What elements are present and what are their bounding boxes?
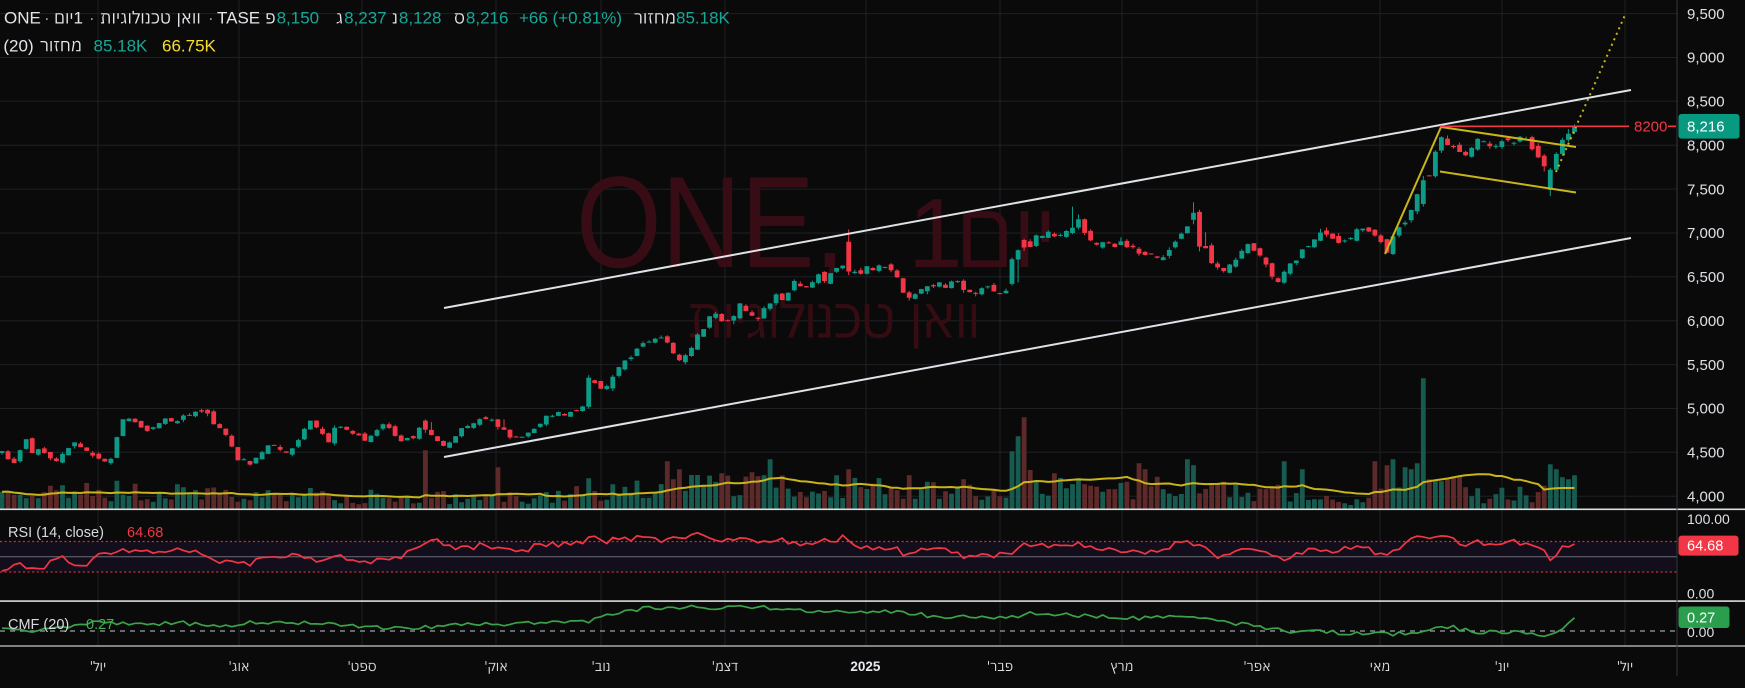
svg-text:8,000: 8,000 [1687,137,1725,154]
svg-text:4,500: 4,500 [1687,445,1725,462]
svg-text:2025: 2025 [850,659,881,674]
svg-text:CMF (20): CMF (20) [8,617,69,633]
svg-text:5,000: 5,000 [1687,401,1725,418]
svg-text:+66 (+0.81%): +66 (+0.81%) [519,9,622,28]
svg-text:6,500: 6,500 [1687,269,1725,286]
svg-text:(20): (20) [3,36,33,55]
svg-text:6,000: 6,000 [1687,313,1725,330]
svg-text:0.00: 0.00 [1687,586,1714,602]
svg-text:66.75K: 66.75K [162,36,217,55]
svg-text:85.18K: 85.18K [676,9,731,28]
svg-text:9,000: 9,000 [1687,50,1725,67]
svg-text:64.68: 64.68 [127,525,163,541]
svg-text:RSI (14, close): RSI (14, close) [8,525,104,541]
svg-text:64.68: 64.68 [1687,539,1723,555]
svg-text:8,216: 8,216 [466,9,509,28]
svg-text:0.00: 0.00 [1687,624,1714,640]
svg-text:·: · [44,9,50,28]
svg-text:0.27: 0.27 [86,617,114,633]
svg-text:1: 1 [908,178,963,288]
svg-text:ONE,: ONE, [576,149,845,295]
svg-text:ONE: ONE [4,9,41,28]
svg-text:TASE: TASE [217,9,260,28]
svg-text:9,500: 9,500 [1687,6,1725,23]
svg-text:8,150: 8,150 [277,9,320,28]
svg-text:0.27: 0.27 [1687,611,1715,627]
svg-text:8,216: 8,216 [1687,119,1725,136]
svg-text:5,500: 5,500 [1687,357,1725,374]
svg-text:85.18K: 85.18K [94,36,149,55]
svg-text:4,000: 4,000 [1687,488,1725,505]
svg-text:7,000: 7,000 [1687,225,1725,242]
svg-text:·: · [208,9,214,28]
svg-text:7,500: 7,500 [1687,181,1725,198]
svg-text:8200: 8200 [1634,119,1667,136]
svg-text:8,500: 8,500 [1687,94,1725,111]
svg-text:100.00: 100.00 [1687,511,1730,527]
svg-text:·: · [89,9,95,28]
svg-text:8,128: 8,128 [399,9,442,28]
svg-text:1: 1 [74,9,83,28]
svg-text:8,237: 8,237 [344,9,387,28]
